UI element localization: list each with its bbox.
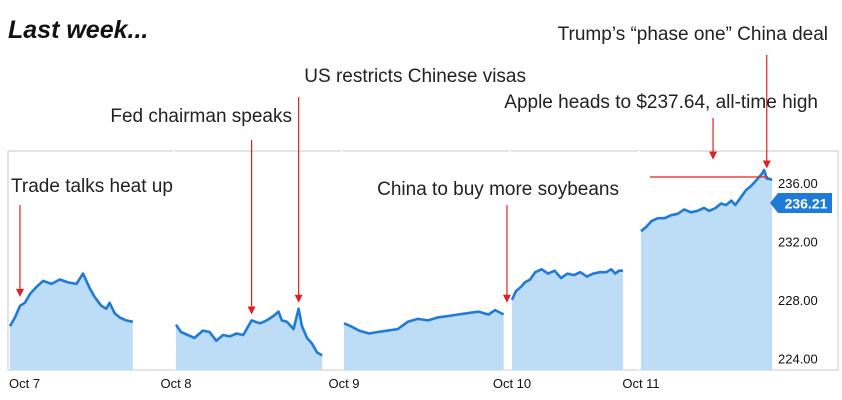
line-oct-10 <box>510 268 623 301</box>
arrow-head <box>294 294 303 303</box>
annotation: China to buy more soybeans <box>377 179 619 303</box>
area-fills <box>10 170 772 370</box>
arrow-head <box>15 288 24 297</box>
y-tick-label: 232.00 <box>778 235 818 250</box>
x-tick-label: Oct 8 <box>160 376 191 391</box>
arrow-head <box>502 294 511 303</box>
y-tick-label: 228.00 <box>778 293 818 308</box>
annotation-label: Trade talks heat up <box>11 176 173 197</box>
annotations: Trump’s “phase one” China deal US restric… <box>11 24 828 315</box>
x-tick-label: Oct 10 <box>493 376 531 391</box>
line-oct-7 <box>8 272 134 327</box>
x-axis: Oct 7 Oct 8 Oct 9 Oct 10 Oct 11 <box>9 151 660 391</box>
annotation-label: Fed chairman speaks <box>110 106 292 127</box>
y-axis: 224.00 228.00 232.00 236.00 <box>778 176 818 366</box>
area-oct-8 <box>176 308 323 370</box>
annotation: US restricts Chinese visas <box>294 66 526 303</box>
annotation-label: Trump’s “phase one” China deal <box>558 24 828 45</box>
last-price-badge-shape <box>770 193 832 213</box>
page-heading: Last week... <box>8 16 149 44</box>
last-price-badge: 236.21 <box>770 193 832 213</box>
annotation: Apple heads to $237.64, all-time high <box>504 92 818 160</box>
area-oct-7 <box>10 273 133 370</box>
x-tick-label: Oct 11 <box>622 376 659 391</box>
line-oct-11 <box>640 168 773 233</box>
area-oct-9 <box>344 310 504 370</box>
annotation: Trade talks heat up <box>11 176 173 297</box>
area-oct-11 <box>641 170 772 370</box>
arrow-head <box>762 160 771 169</box>
x-tick-label: Oct 7 <box>9 376 40 391</box>
x-tick-label: Oct 9 <box>328 376 359 391</box>
series-lines <box>8 168 773 357</box>
annotation-label: US restricts Chinese visas <box>304 66 526 87</box>
annotation-label: China to buy more soybeans <box>377 179 619 200</box>
annotation: Trump’s “phase one” China deal <box>558 24 828 169</box>
arrow-head <box>247 306 256 315</box>
annotation-label: Apple heads to $237.64, all-time high <box>504 92 818 113</box>
annotation: Fed chairman speaks <box>110 106 292 315</box>
arrow-head <box>709 151 718 160</box>
line-oct-9 <box>343 308 505 335</box>
area-oct-10 <box>512 269 623 370</box>
y-tick-label: 224.00 <box>778 351 818 366</box>
last-price-label: 236.21 <box>785 196 828 212</box>
y-tick-label: 236.00 <box>778 176 818 191</box>
line-oct-8 <box>174 307 323 357</box>
